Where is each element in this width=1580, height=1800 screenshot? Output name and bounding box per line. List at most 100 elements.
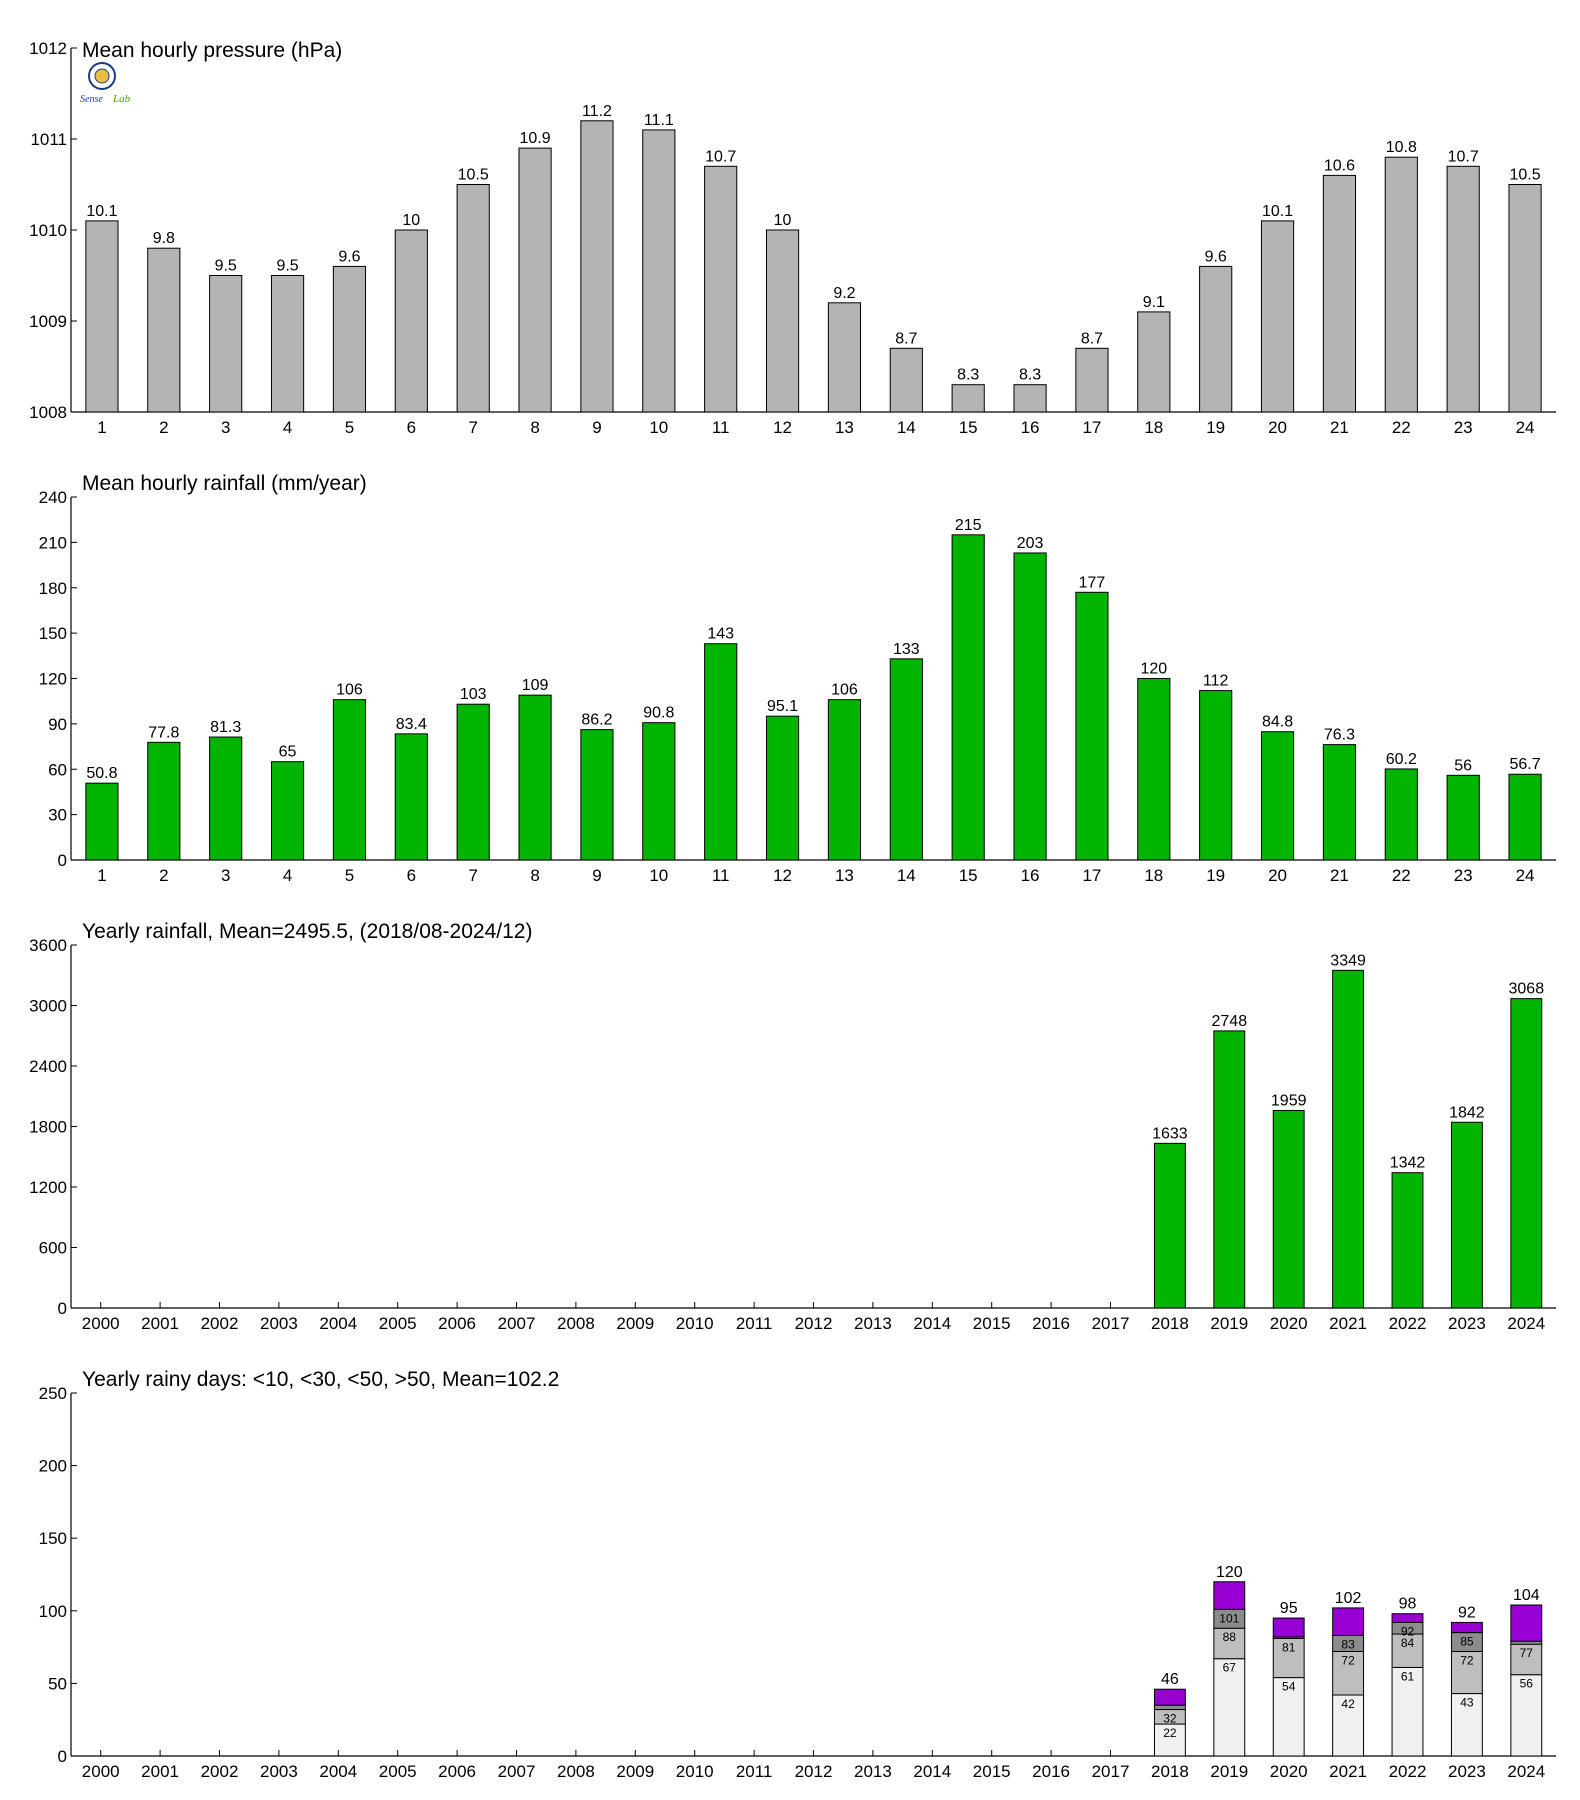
data-label: 8.3 xyxy=(1019,367,1041,384)
bar xyxy=(270,761,305,861)
x-tick-label: 13 xyxy=(835,866,854,885)
x-tick-label: 2010 xyxy=(676,1762,714,1781)
x-tick-label: 2019 xyxy=(1210,1762,1248,1781)
segment-label: 32 xyxy=(1163,1712,1177,1726)
x-tick-label: 4 xyxy=(283,418,292,437)
hourly-rainfall-panel: Mean hourly rainfall (mm/year) 030609012… xyxy=(39,472,1556,885)
bar xyxy=(580,729,614,861)
bar xyxy=(1199,265,1233,413)
data-label: 1342 xyxy=(1390,1155,1426,1172)
data-label: 8.7 xyxy=(895,330,917,347)
total-label: 102 xyxy=(1335,1590,1362,1607)
x-tick-label: 2021 xyxy=(1329,1314,1367,1333)
bar xyxy=(332,699,367,861)
x-tick-label: 22 xyxy=(1392,866,1411,885)
bar xyxy=(1508,184,1542,413)
bar xyxy=(951,534,985,861)
x-tick-label: 2002 xyxy=(201,1314,239,1333)
data-label: 9.5 xyxy=(276,258,298,275)
bar xyxy=(889,658,923,861)
segment-label: 72 xyxy=(1460,1653,1474,1667)
x-tick-label: 2007 xyxy=(498,1314,536,1333)
bar xyxy=(642,129,676,413)
lab-logo-seal-inner xyxy=(94,68,110,84)
y-tick-label: 250 xyxy=(39,1384,67,1403)
data-label: 86.2 xyxy=(581,712,612,729)
x-tick-label: 5 xyxy=(345,418,354,437)
x-tick-label: 2007 xyxy=(498,1762,536,1781)
x-tick-label: 2011 xyxy=(736,1762,773,1781)
data-label: 65 xyxy=(279,744,297,761)
data-label: 90.8 xyxy=(643,705,674,722)
x-tick-label: 19 xyxy=(1206,418,1225,437)
days-lt10-segment xyxy=(1272,1677,1305,1757)
data-label: 106 xyxy=(336,682,363,699)
x-tick-label: 2003 xyxy=(260,1314,298,1333)
hourly-rainfall-chart-title: Mean hourly rainfall (mm/year) xyxy=(82,472,367,495)
data-label: 10.1 xyxy=(1262,203,1293,220)
bar xyxy=(1510,998,1543,1309)
bar xyxy=(209,736,243,861)
y-tick-label: 30 xyxy=(48,806,67,825)
x-tick-label: 2022 xyxy=(1389,1314,1427,1333)
data-label: 11.1 xyxy=(644,112,674,129)
x-tick-label: 3 xyxy=(221,866,230,885)
x-tick-label: 2020 xyxy=(1270,1762,1308,1781)
x-tick-label: 15 xyxy=(959,418,978,437)
bar xyxy=(394,229,428,413)
x-tick-label: 11 xyxy=(712,418,730,437)
bar xyxy=(1332,969,1365,1309)
x-tick-label: 2000 xyxy=(82,1762,120,1781)
data-label: 83.4 xyxy=(396,716,427,733)
x-tick-label: 12 xyxy=(773,418,792,437)
x-tick-label: 18 xyxy=(1144,418,1163,437)
segment-label: 81 xyxy=(1282,1640,1296,1654)
x-tick-label: 8 xyxy=(530,418,539,437)
x-tick-label: 2005 xyxy=(379,1314,417,1333)
x-tick-label: 2024 xyxy=(1507,1314,1545,1333)
bar xyxy=(1384,156,1418,413)
data-label: 120 xyxy=(1140,661,1167,678)
bar xyxy=(951,384,985,413)
x-tick-label: 2015 xyxy=(973,1314,1011,1333)
bar xyxy=(1137,311,1171,413)
x-tick-label: 2000 xyxy=(82,1314,120,1333)
bar xyxy=(85,220,119,413)
x-tick-label: 11 xyxy=(712,866,730,885)
x-tick-label: 7 xyxy=(468,418,477,437)
x-tick-label: 2009 xyxy=(616,1762,654,1781)
y-tick-label: 150 xyxy=(39,624,67,643)
data-label: 10.7 xyxy=(705,148,736,165)
x-tick-label: 2013 xyxy=(854,1762,892,1781)
x-tick-label: 16 xyxy=(1021,418,1040,437)
x-tick-label: 2024 xyxy=(1507,1762,1545,1781)
x-tick-label: 2021 xyxy=(1329,1762,1367,1781)
days-gt50-segment xyxy=(1153,1688,1186,1706)
x-tick-label: 2012 xyxy=(795,1314,833,1333)
x-tick-label: 1 xyxy=(97,866,106,885)
data-label: 1959 xyxy=(1271,1092,1307,1109)
x-tick-label: 2016 xyxy=(1032,1314,1070,1333)
bar xyxy=(1153,1142,1186,1309)
segment-label: 56 xyxy=(1520,1677,1534,1691)
bar xyxy=(518,147,552,413)
lab-logo-wordmark-right: Lab xyxy=(112,93,131,105)
x-tick-label: 2014 xyxy=(913,1762,951,1781)
x-tick-label: 8 xyxy=(530,866,539,885)
y-tick-label: 1012 xyxy=(29,39,67,58)
rainy-days-panel: Yearly rainy days: <10, <30, <50, >50, M… xyxy=(39,1368,1556,1781)
data-label: 56 xyxy=(1454,757,1472,774)
x-tick-label: 2006 xyxy=(438,1314,476,1333)
x-tick-label: 10 xyxy=(649,418,668,437)
y-tick-label: 180 xyxy=(39,579,67,598)
data-label: 10.9 xyxy=(519,130,550,147)
x-tick-label: 2005 xyxy=(379,1762,417,1781)
data-label: 133 xyxy=(893,641,920,658)
y-tick-label: 210 xyxy=(39,533,67,552)
segment-label: 85 xyxy=(1460,1635,1474,1649)
segment-label: 77 xyxy=(1520,1646,1534,1660)
x-tick-label: 18 xyxy=(1144,866,1163,885)
x-tick-label: 2010 xyxy=(676,1314,714,1333)
x-tick-label: 2001 xyxy=(141,1762,179,1781)
x-tick-label: 7 xyxy=(468,866,477,885)
